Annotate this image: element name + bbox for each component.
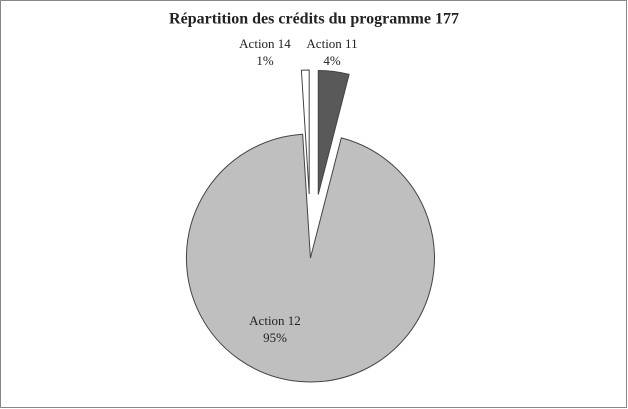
pie-slice <box>185 133 435 383</box>
slice-category-label: Action 12 <box>249 313 301 328</box>
slice-category-label: Action 11 <box>306 36 357 51</box>
slice-category-label: Action 14 <box>239 36 291 51</box>
chart-title: Répartition des crédits du programme 177 <box>169 11 459 28</box>
pie-slice <box>300 69 310 195</box>
slice-value-label: 1% <box>256 53 274 68</box>
slice-value-label: 4% <box>323 53 341 68</box>
slice-value-label: 95% <box>263 330 287 345</box>
pie-slice <box>317 69 350 195</box>
